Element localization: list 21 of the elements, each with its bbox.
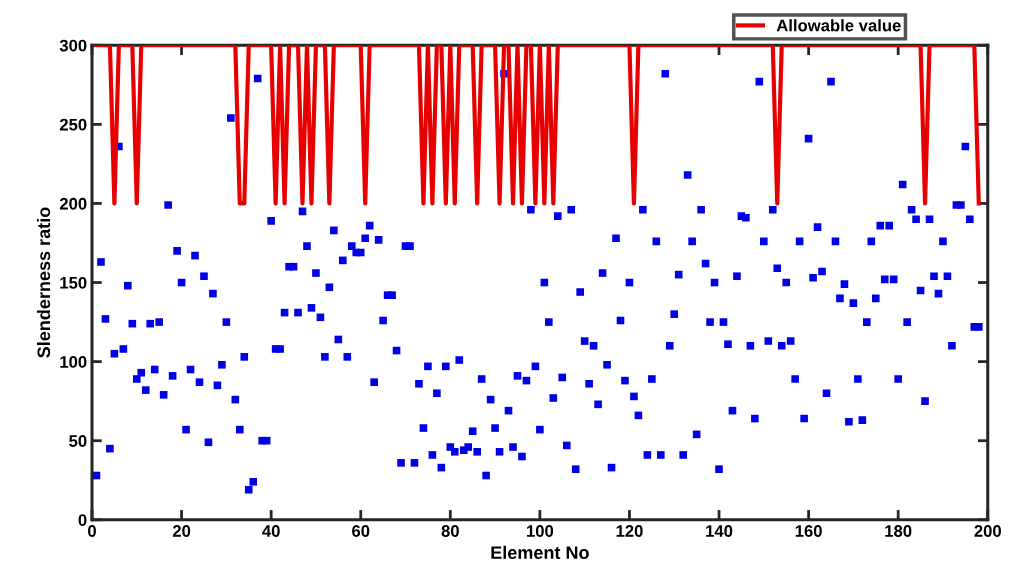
y-tick-label: 150 xyxy=(60,276,87,289)
x-tick-label: 140 xyxy=(706,525,733,537)
y-axis-title: Slenderness ratio xyxy=(36,207,51,358)
x-tick-label: 40 xyxy=(262,525,280,537)
x-tick-label: 180 xyxy=(885,525,912,537)
x-tick-label: 200 xyxy=(974,525,1001,537)
x-tick-label: 120 xyxy=(616,525,643,537)
x-tick-label: 100 xyxy=(527,525,554,537)
x-axis-title: Element No xyxy=(491,545,589,560)
x-tick-label: 0 xyxy=(88,525,96,537)
x-tick-label: 160 xyxy=(795,525,822,537)
x-tick-label: 60 xyxy=(352,525,370,537)
y-tick-label: 200 xyxy=(59,197,87,210)
y-tick-label: 0 xyxy=(78,514,87,526)
y-tick-label: 50 xyxy=(69,435,87,447)
y-tick-label: 250 xyxy=(59,118,87,131)
x-tick-label: 20 xyxy=(172,525,191,537)
x-tick-label: 80 xyxy=(441,525,459,537)
y-tick-label: 100 xyxy=(60,356,87,368)
legend-label: Allowable value xyxy=(776,19,901,32)
y-tick-label: 300 xyxy=(59,39,87,52)
